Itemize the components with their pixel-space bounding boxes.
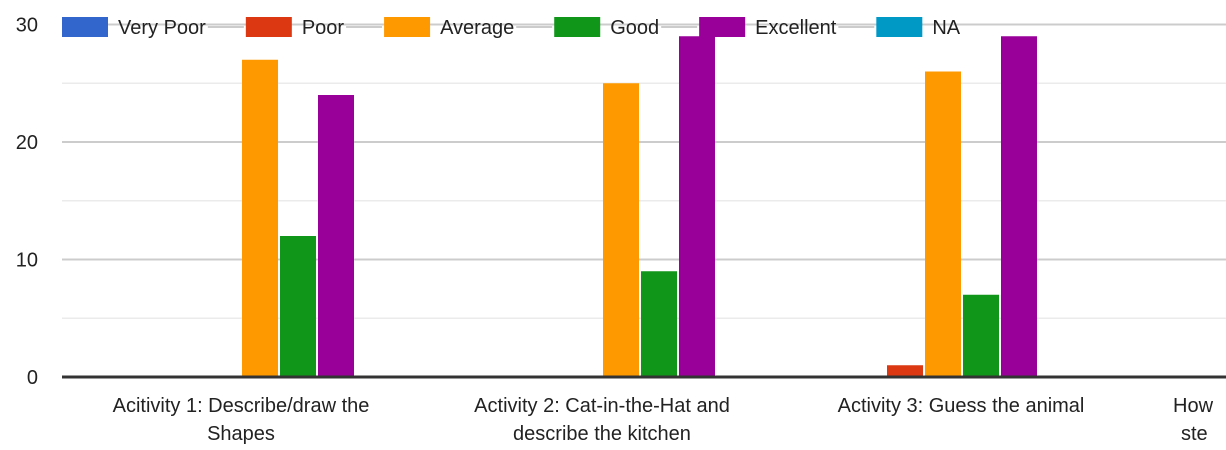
bar-good-1 [280, 236, 316, 377]
bar-average-1 [242, 59, 278, 377]
legend-swatch [62, 17, 108, 37]
legend-item-very-poor[interactable]: Very Poor [62, 17, 244, 39]
y-tick-label: 30 [16, 15, 38, 37]
legend-item-na[interactable]: NA [876, 17, 961, 39]
category-labels: Acitivity 1: Describe/draw the Shapes Acti… [113, 395, 1214, 445]
legend-item-average[interactable]: Average [384, 17, 553, 39]
legend-swatch [245, 17, 292, 37]
bar-good-2 [641, 271, 677, 377]
category-label: Acitivity 1: Describe/draw the Shapes [113, 395, 370, 445]
legend-label: Average [440, 17, 514, 39]
legend-item-good[interactable]: Good [554, 17, 698, 39]
bar-excellent-2 [679, 36, 715, 377]
category-label: Activity 2: Cat-in-the-Hat and describe t… [474, 395, 730, 445]
y-tick-label: 20 [16, 132, 38, 154]
bar-good-3 [963, 294, 999, 377]
bars [242, 36, 1037, 377]
bar-average-3 [925, 71, 961, 377]
legend-item-poor[interactable]: Poor [245, 17, 383, 39]
legend-swatch [876, 17, 923, 37]
bar-poor-3 [887, 365, 923, 377]
y-tick-label: 0 [27, 367, 38, 389]
legend-label: Very Poor [118, 17, 206, 39]
y-tick-label: 10 [16, 250, 38, 272]
legend-label: Good [610, 17, 659, 39]
legend-label: Poor [302, 17, 345, 39]
legend-swatch [384, 17, 431, 37]
category-label: How ste [1173, 395, 1214, 445]
bar-excellent-1 [318, 95, 354, 377]
y-tick-labels: 0 10 20 30 [16, 15, 38, 390]
legend-label: Excellent [755, 17, 837, 39]
legend-swatch [699, 17, 746, 37]
legend-label: NA [932, 17, 960, 39]
legend-item-excellent[interactable]: Excellent [699, 17, 875, 39]
legend-swatch [554, 17, 601, 37]
bar-excellent-3 [1001, 36, 1037, 377]
legend: Very Poor Poor Average Good Excellent NA [62, 17, 961, 39]
category-label: Activity 3: Guess the animal [838, 395, 1085, 417]
bar-average-2 [603, 83, 639, 377]
